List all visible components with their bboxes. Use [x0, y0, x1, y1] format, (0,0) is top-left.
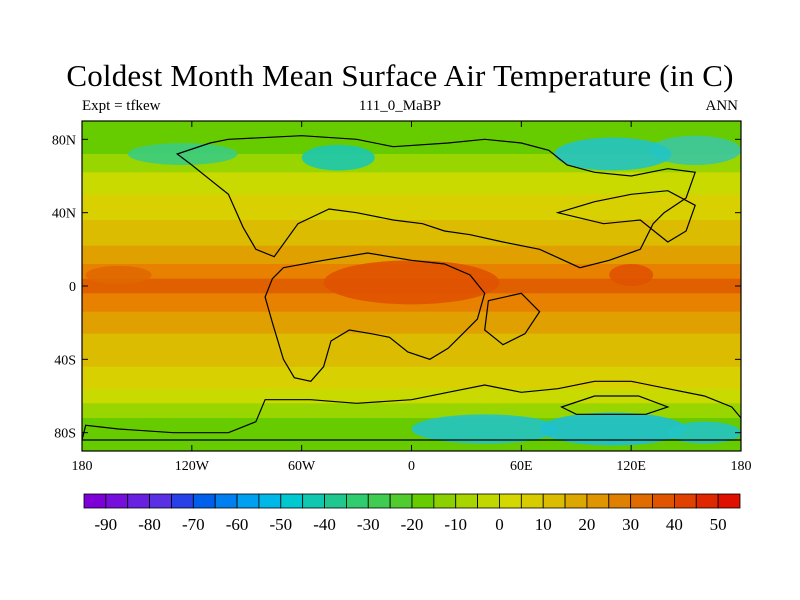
temperature-band	[82, 311, 741, 335]
landmass-outline	[175, 135, 697, 269]
colorbar-label: -40	[313, 515, 336, 534]
landmass-outline	[555, 190, 696, 243]
colorbar-swatch	[608, 493, 632, 509]
colorbar-swatch	[302, 493, 325, 509]
temperature-anomaly-patch	[323, 260, 500, 305]
colorbar-swatch	[367, 493, 391, 509]
temperature-band	[82, 121, 741, 140]
colorbar-swatch	[411, 493, 435, 509]
colorbar-label: 0	[495, 515, 504, 534]
landmass-outline	[264, 252, 486, 382]
colorbar-swatch	[345, 493, 369, 509]
lon-tick-label: 120W	[175, 459, 210, 474]
colorbar-swatch	[652, 493, 675, 509]
temperature-anomaly-patch	[411, 414, 558, 444]
colorbar-swatch	[171, 493, 194, 509]
temperature-anomaly-patch	[85, 265, 152, 285]
temperature-anomaly-patch	[301, 144, 375, 171]
temperature-band	[82, 245, 741, 265]
colorbar-swatch	[389, 493, 413, 509]
axis-ticks: 180 120W 60W 0 60E 120E 180 80N 40N 0 40S 80S	[52, 121, 752, 474]
landmass-outline	[82, 380, 741, 441]
colorbar-label: -20	[401, 515, 424, 534]
colorbar-swatch	[324, 493, 347, 509]
lon-tick-label: 180	[731, 459, 752, 474]
temperature-band	[82, 333, 741, 368]
continent-outlines	[82, 135, 741, 441]
lon-tick-label: 0	[408, 459, 415, 474]
temperature-anomaly-patch	[667, 421, 741, 444]
temperature-band	[82, 194, 741, 221]
colorbar-swatch	[499, 493, 522, 509]
colorbar-swatch	[105, 493, 129, 509]
colorbar-swatch	[717, 493, 741, 509]
colorbar-swatch	[542, 493, 566, 509]
temperature-anomaly-patch	[127, 143, 238, 165]
temperature-field	[82, 121, 741, 451]
temperature-band	[82, 388, 741, 404]
colorbar-swatch	[236, 493, 260, 509]
temperature-band	[82, 220, 741, 247]
colorbar-label: 30	[622, 515, 639, 534]
temperature-anomaly-patch	[539, 412, 687, 446]
time-label: 111_0_MaBP	[358, 98, 442, 114]
season-label: ANN	[705, 98, 739, 114]
colorbar-label: -50	[269, 515, 292, 534]
lon-tick-label: 120E	[616, 459, 646, 474]
lon-tick-label: 60W	[288, 459, 316, 474]
plot-title: Coldest Month Mean Surface Air Temperatu…	[66, 58, 734, 93]
colorbar-swatch	[695, 493, 719, 509]
colorbar-label: 50	[710, 515, 727, 534]
colorbar-label: -30	[357, 515, 380, 534]
colorbar-swatch	[455, 493, 479, 509]
colorbar-swatch	[433, 493, 457, 509]
colorbar-swatch	[630, 493, 653, 509]
colorbar-swatch	[83, 493, 107, 509]
landmass-outline	[560, 395, 670, 415]
colorbar-swatch	[258, 493, 282, 509]
colorbar-label: 10	[535, 515, 552, 534]
experiment-label: Expt = tfkew	[82, 98, 161, 114]
temperature-anomaly-patch	[609, 264, 654, 286]
lon-tick-label: 180	[72, 459, 93, 474]
colorbar-swatch	[192, 493, 216, 509]
temperature-anomaly-patch	[554, 137, 672, 171]
lon-tick-label: 60E	[510, 459, 533, 474]
colorbar-swatch	[214, 493, 238, 509]
colorbar-label: 20	[578, 515, 595, 534]
colorbar-swatch	[586, 493, 610, 509]
temperature-band	[82, 366, 741, 390]
colorbar-label: -90	[95, 515, 118, 534]
lat-tick-label: 40N	[52, 207, 76, 222]
colorbar-swatch	[149, 493, 172, 509]
colorbar-swatch	[564, 493, 588, 509]
colorbar-swatch	[520, 493, 544, 509]
colorbar-swatch	[280, 493, 304, 509]
colorbar-label: -70	[182, 515, 205, 534]
lat-tick-label: 80N	[52, 133, 76, 148]
temperature-anomaly-patch	[649, 135, 741, 165]
colorbar-swatch	[127, 493, 150, 509]
temperature-band	[82, 172, 741, 195]
colorbar-label: 40	[666, 515, 683, 534]
colorbar-swatch	[477, 493, 500, 509]
colorbar-swatch	[674, 493, 697, 509]
lat-tick-label: 0	[69, 280, 76, 295]
landmass-outline	[484, 292, 541, 346]
colorbar-label: -80	[138, 515, 161, 534]
colorbar: -90 -80 -70 -60 -50 -40 -30 -20 -10 0 10 20 30 40 50	[83, 493, 741, 534]
lat-tick-label: 40S	[54, 353, 76, 368]
colorbar-label: -10	[444, 515, 467, 534]
colorbar-label: -60	[226, 515, 249, 534]
lat-tick-label: 80S	[54, 427, 76, 442]
